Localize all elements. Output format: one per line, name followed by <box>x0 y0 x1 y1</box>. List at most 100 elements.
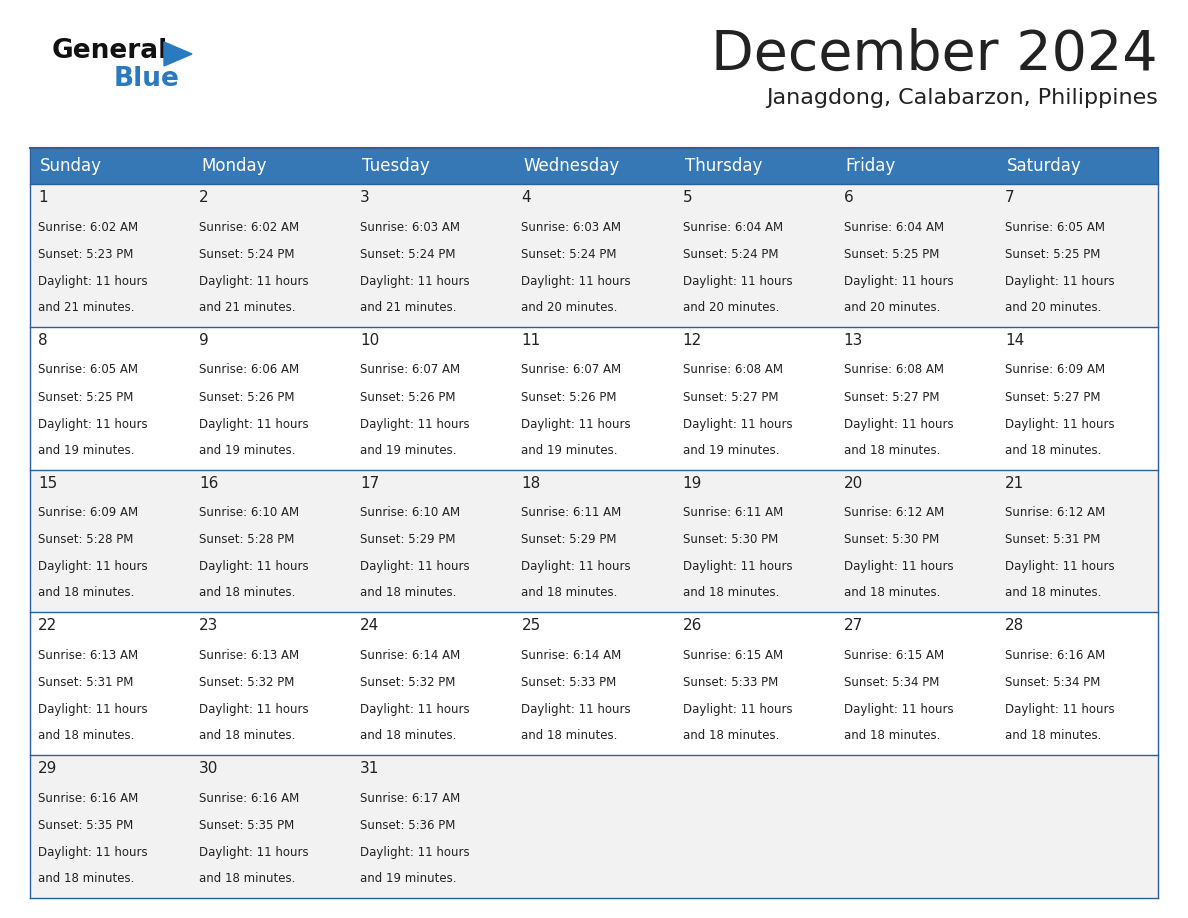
Text: 2: 2 <box>200 190 209 205</box>
Text: Sunset: 5:34 PM: Sunset: 5:34 PM <box>1005 677 1100 689</box>
Text: and 19 minutes.: and 19 minutes. <box>360 443 456 456</box>
Text: 20: 20 <box>843 476 862 490</box>
Text: 23: 23 <box>200 619 219 633</box>
Text: Sunrise: 6:10 AM: Sunrise: 6:10 AM <box>200 506 299 520</box>
Text: Monday: Monday <box>201 157 266 175</box>
Text: Daylight: 11 hours: Daylight: 11 hours <box>360 703 470 716</box>
Text: Wednesday: Wednesday <box>524 157 620 175</box>
Text: Sunset: 5:31 PM: Sunset: 5:31 PM <box>38 677 133 689</box>
Text: 14: 14 <box>1005 333 1024 348</box>
Text: Sunrise: 6:14 AM: Sunrise: 6:14 AM <box>522 649 621 662</box>
Text: Sunrise: 6:17 AM: Sunrise: 6:17 AM <box>360 792 461 805</box>
Text: Sunrise: 6:16 AM: Sunrise: 6:16 AM <box>38 792 138 805</box>
Text: and 21 minutes.: and 21 minutes. <box>38 301 134 314</box>
Text: Sunset: 5:29 PM: Sunset: 5:29 PM <box>360 533 456 546</box>
Text: Daylight: 11 hours: Daylight: 11 hours <box>522 703 631 716</box>
Text: Sunrise: 6:16 AM: Sunrise: 6:16 AM <box>200 792 299 805</box>
Text: 28: 28 <box>1005 619 1024 633</box>
Text: Daylight: 11 hours: Daylight: 11 hours <box>522 560 631 574</box>
Text: Daylight: 11 hours: Daylight: 11 hours <box>683 703 792 716</box>
Text: and 18 minutes.: and 18 minutes. <box>683 729 779 742</box>
Text: Sunset: 5:27 PM: Sunset: 5:27 PM <box>683 390 778 404</box>
Text: Sunset: 5:25 PM: Sunset: 5:25 PM <box>1005 248 1100 261</box>
Text: and 18 minutes.: and 18 minutes. <box>843 587 940 599</box>
Text: Daylight: 11 hours: Daylight: 11 hours <box>1005 418 1114 431</box>
Text: Daylight: 11 hours: Daylight: 11 hours <box>38 846 147 859</box>
Text: Sunset: 5:26 PM: Sunset: 5:26 PM <box>360 390 456 404</box>
Text: and 18 minutes.: and 18 minutes. <box>200 587 296 599</box>
Text: Sunrise: 6:08 AM: Sunrise: 6:08 AM <box>843 364 943 376</box>
Text: Sunrise: 6:13 AM: Sunrise: 6:13 AM <box>200 649 299 662</box>
Text: Sunrise: 6:05 AM: Sunrise: 6:05 AM <box>1005 220 1105 233</box>
Text: and 18 minutes.: and 18 minutes. <box>38 729 134 742</box>
Text: and 18 minutes.: and 18 minutes. <box>38 587 134 599</box>
Text: and 18 minutes.: and 18 minutes. <box>200 729 296 742</box>
Text: Sunrise: 6:03 AM: Sunrise: 6:03 AM <box>522 220 621 233</box>
Text: Sunset: 5:23 PM: Sunset: 5:23 PM <box>38 248 133 261</box>
Text: and 19 minutes.: and 19 minutes. <box>38 443 134 456</box>
Text: 25: 25 <box>522 619 541 633</box>
Text: Sunrise: 6:14 AM: Sunrise: 6:14 AM <box>360 649 461 662</box>
Text: 16: 16 <box>200 476 219 490</box>
Bar <box>30 756 1158 898</box>
Text: Daylight: 11 hours: Daylight: 11 hours <box>683 560 792 574</box>
Text: Daylight: 11 hours: Daylight: 11 hours <box>683 274 792 288</box>
Text: Tuesday: Tuesday <box>362 157 430 175</box>
Text: and 19 minutes.: and 19 minutes. <box>360 872 456 885</box>
Text: and 21 minutes.: and 21 minutes. <box>200 301 296 314</box>
Text: Sunrise: 6:03 AM: Sunrise: 6:03 AM <box>360 220 460 233</box>
Text: 29: 29 <box>38 761 57 777</box>
Text: Sunset: 5:24 PM: Sunset: 5:24 PM <box>360 248 456 261</box>
Text: Daylight: 11 hours: Daylight: 11 hours <box>683 418 792 431</box>
Text: and 19 minutes.: and 19 minutes. <box>200 443 296 456</box>
Text: 6: 6 <box>843 190 853 205</box>
Text: Sunrise: 6:06 AM: Sunrise: 6:06 AM <box>200 364 299 376</box>
Text: and 18 minutes.: and 18 minutes. <box>1005 587 1101 599</box>
Text: Sunrise: 6:07 AM: Sunrise: 6:07 AM <box>522 364 621 376</box>
Text: Sunrise: 6:04 AM: Sunrise: 6:04 AM <box>683 220 783 233</box>
Text: and 18 minutes.: and 18 minutes. <box>683 587 779 599</box>
Text: 24: 24 <box>360 619 379 633</box>
Text: Sunrise: 6:02 AM: Sunrise: 6:02 AM <box>200 220 299 233</box>
Bar <box>30 148 1158 184</box>
Text: Sunrise: 6:12 AM: Sunrise: 6:12 AM <box>1005 506 1105 520</box>
Text: Daylight: 11 hours: Daylight: 11 hours <box>1005 703 1114 716</box>
Text: 5: 5 <box>683 190 693 205</box>
Text: Janagdong, Calabarzon, Philippines: Janagdong, Calabarzon, Philippines <box>766 88 1158 108</box>
Text: Daylight: 11 hours: Daylight: 11 hours <box>360 560 470 574</box>
Text: Sunset: 5:34 PM: Sunset: 5:34 PM <box>843 677 939 689</box>
Text: Daylight: 11 hours: Daylight: 11 hours <box>1005 560 1114 574</box>
Text: Sunrise: 6:10 AM: Sunrise: 6:10 AM <box>360 506 461 520</box>
Text: 30: 30 <box>200 761 219 777</box>
Text: Sunset: 5:33 PM: Sunset: 5:33 PM <box>683 677 778 689</box>
Text: Daylight: 11 hours: Daylight: 11 hours <box>200 418 309 431</box>
Text: Sunrise: 6:12 AM: Sunrise: 6:12 AM <box>843 506 944 520</box>
Text: and 18 minutes.: and 18 minutes. <box>360 729 456 742</box>
Text: 21: 21 <box>1005 476 1024 490</box>
Text: 19: 19 <box>683 476 702 490</box>
Text: 3: 3 <box>360 190 369 205</box>
Text: Daylight: 11 hours: Daylight: 11 hours <box>38 418 147 431</box>
Text: and 20 minutes.: and 20 minutes. <box>522 301 618 314</box>
Text: Sunset: 5:35 PM: Sunset: 5:35 PM <box>38 819 133 832</box>
Text: Sunrise: 6:11 AM: Sunrise: 6:11 AM <box>522 506 621 520</box>
Text: Sunrise: 6:08 AM: Sunrise: 6:08 AM <box>683 364 783 376</box>
Text: Daylight: 11 hours: Daylight: 11 hours <box>843 274 953 288</box>
Text: Daylight: 11 hours: Daylight: 11 hours <box>38 274 147 288</box>
Text: 22: 22 <box>38 619 57 633</box>
Text: and 20 minutes.: and 20 minutes. <box>683 301 779 314</box>
Text: Sunrise: 6:09 AM: Sunrise: 6:09 AM <box>1005 364 1105 376</box>
Text: Daylight: 11 hours: Daylight: 11 hours <box>843 418 953 431</box>
Text: and 18 minutes.: and 18 minutes. <box>360 587 456 599</box>
Text: Daylight: 11 hours: Daylight: 11 hours <box>522 274 631 288</box>
Text: and 18 minutes.: and 18 minutes. <box>200 872 296 885</box>
Text: Daylight: 11 hours: Daylight: 11 hours <box>1005 274 1114 288</box>
Text: Sunset: 5:25 PM: Sunset: 5:25 PM <box>38 390 133 404</box>
Text: Sunset: 5:29 PM: Sunset: 5:29 PM <box>522 533 617 546</box>
Text: 17: 17 <box>360 476 379 490</box>
Text: Sunrise: 6:16 AM: Sunrise: 6:16 AM <box>1005 649 1105 662</box>
Text: Sunset: 5:26 PM: Sunset: 5:26 PM <box>200 390 295 404</box>
Text: Daylight: 11 hours: Daylight: 11 hours <box>360 846 470 859</box>
Text: Sunset: 5:26 PM: Sunset: 5:26 PM <box>522 390 617 404</box>
Text: Sunset: 5:27 PM: Sunset: 5:27 PM <box>843 390 940 404</box>
